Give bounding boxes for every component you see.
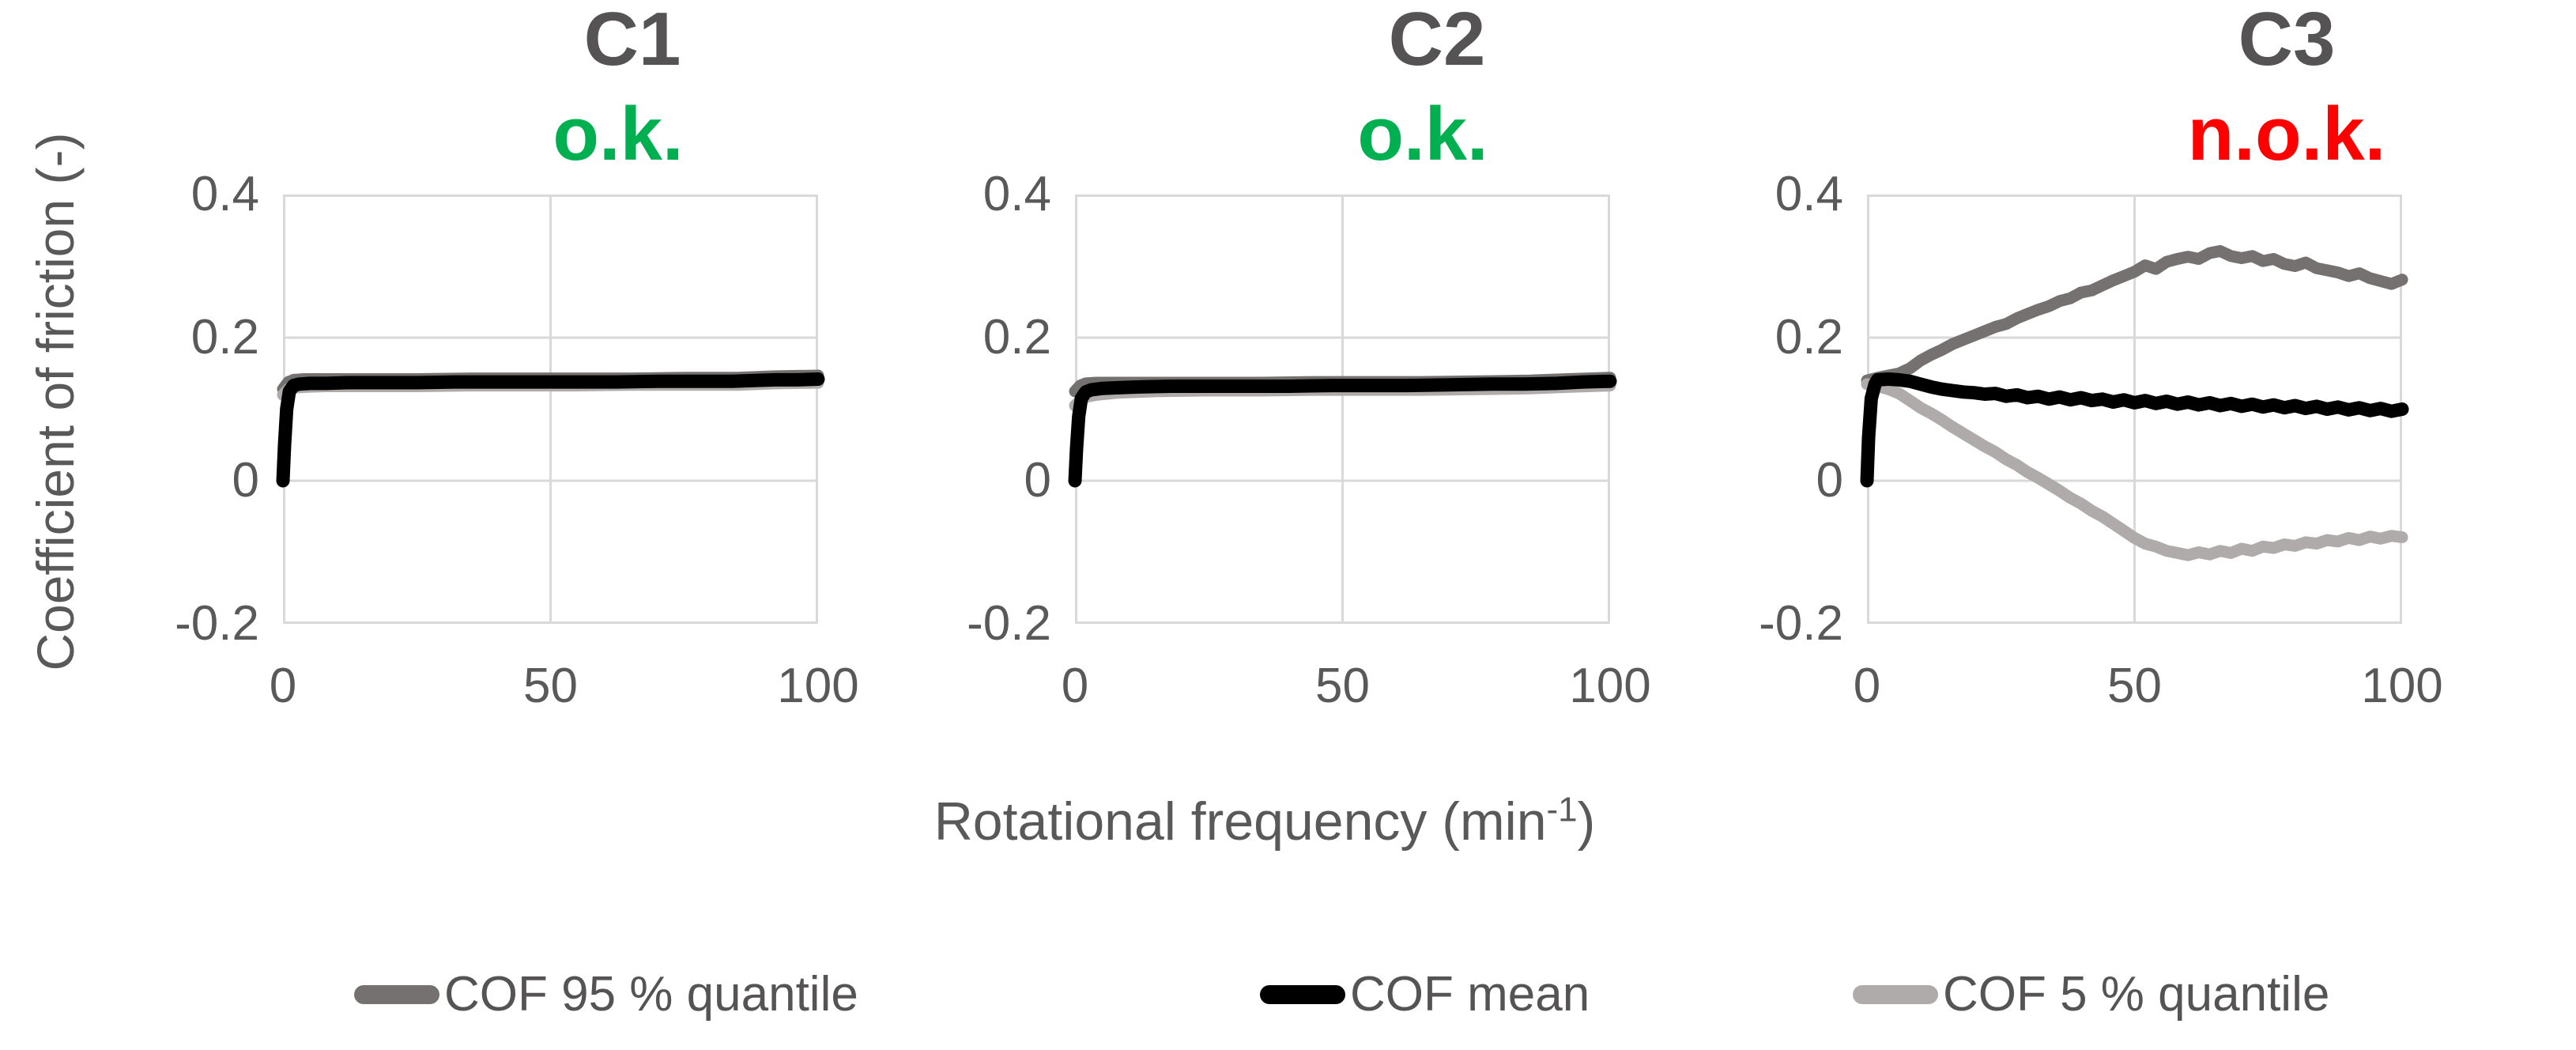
y-tick-label: -0.2: [967, 596, 1051, 651]
panel-title-c2: C2: [1388, 0, 1486, 81]
x-tick-label: 100: [777, 659, 859, 713]
y-tick-label: 0.2: [983, 310, 1051, 364]
y-tick-label: -0.2: [175, 596, 259, 651]
plot-area: [1860, 195, 2409, 624]
panel-status-c2: o.k.: [1357, 92, 1488, 176]
legend-swatch-mean: [1260, 985, 1345, 1004]
x-tick-label: 0: [1061, 659, 1089, 713]
x-tick-label: 0: [269, 659, 297, 713]
plot-area: [1068, 195, 1617, 624]
x-axis-title-close: ): [1577, 791, 1596, 852]
legend-label-q5: COF 5 % quantile: [1943, 967, 2330, 1022]
legend-label-mean: COF mean: [1350, 967, 1590, 1022]
y-axis-title: Coefficient of friction (-): [26, 132, 85, 671]
plot-area: [276, 195, 825, 624]
x-tick-label: 100: [2361, 659, 2443, 713]
legend-item-q5: COF 5 % quantile: [1853, 963, 2329, 1026]
curve-cof-mean: [1860, 372, 2409, 488]
panel-title-c1: C1: [583, 0, 681, 81]
curve-cof-5-quantile: [1861, 378, 2408, 561]
y-tick-label: 0.4: [1775, 167, 1843, 221]
x-tick-label: 50: [1315, 659, 1370, 713]
panel-title-c3: C3: [2238, 0, 2336, 81]
panel-status-c1: o.k.: [553, 92, 684, 176]
legend-item-q95: COF 95 % quantile: [354, 963, 858, 1026]
x-axis-title-text: Rotational frequency (min: [933, 791, 1547, 852]
panel-status-c3: n.o.k.: [2187, 92, 2386, 176]
curve-cof-mean: [1068, 374, 1617, 488]
y-tick-label: 0.2: [190, 310, 259, 364]
x-axis-title-superscript: -1: [1546, 790, 1578, 829]
y-tick-label: -0.2: [1759, 596, 1843, 651]
y-tick-label: 0.4: [190, 167, 259, 221]
plot-panel-c3: 0.4 0.2 0 -0.2 0 50 100: [1759, 170, 2443, 711]
y-tick-label: 0: [1024, 453, 1051, 508]
x-tick-label: 100: [1569, 659, 1651, 713]
legend-label-q95: COF 95 % quantile: [444, 967, 858, 1022]
y-tick-label: 0: [232, 453, 259, 508]
y-tick-label: 0.2: [1775, 310, 1843, 364]
x-tick-label: 0: [1853, 659, 1881, 713]
x-tick-label: 50: [523, 659, 578, 713]
legend-swatch-q5: [1853, 985, 1938, 1004]
curve-cof-95-quantile: [1861, 245, 2408, 387]
y-tick-label: 0: [1816, 453, 1843, 508]
plot-panel-c1: 0.4 0.2 0 -0.2 0 50 100: [175, 170, 859, 711]
legend-item-mean: COF mean: [1260, 963, 1590, 1026]
x-axis-title: Rotational frequency (min-1): [934, 792, 1596, 848]
y-tick-label: 0.4: [983, 167, 1051, 221]
x-tick-label: 50: [2107, 659, 2162, 713]
curve-cof-mean: [276, 372, 825, 488]
plot-panel-c2: 0.4 0.2 0 -0.2 0 50 100: [967, 170, 1651, 711]
legend-swatch-q95: [354, 985, 439, 1004]
